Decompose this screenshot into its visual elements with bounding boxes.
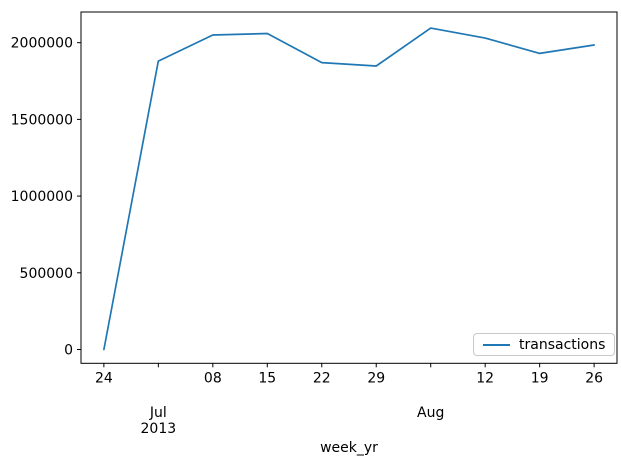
x-tick-label: 12 [476, 370, 494, 386]
x-tick-label: 19 [531, 370, 549, 386]
x-tick-label: 29 [367, 370, 385, 386]
x-tick-label: 15 [258, 370, 276, 386]
legend-line-sample [483, 343, 510, 346]
x-tick-label: 08 [204, 370, 222, 386]
y-tick-label: 500000 [20, 266, 73, 282]
y-tick-label: 2000000 [11, 36, 73, 52]
y-tick-label: 1000000 [11, 189, 73, 205]
x-tick-label: 26 [585, 370, 603, 386]
y-tick-label: 1500000 [11, 112, 73, 128]
legend-label: transactions [519, 336, 606, 353]
x-tick-label: 22 [313, 370, 331, 386]
x-axis-label: week_yr [320, 440, 378, 456]
transactions-line [103, 27, 595, 351]
y-tick-label: 0 [64, 342, 73, 358]
legend: transactions [473, 333, 616, 356]
plot-frame [80, 11, 618, 364]
x-tick-label: 24 [95, 370, 113, 386]
x-period-label: Aug [417, 405, 444, 421]
x-period-label: 2013 [141, 421, 177, 437]
x-period-label: Jul [149, 405, 167, 421]
